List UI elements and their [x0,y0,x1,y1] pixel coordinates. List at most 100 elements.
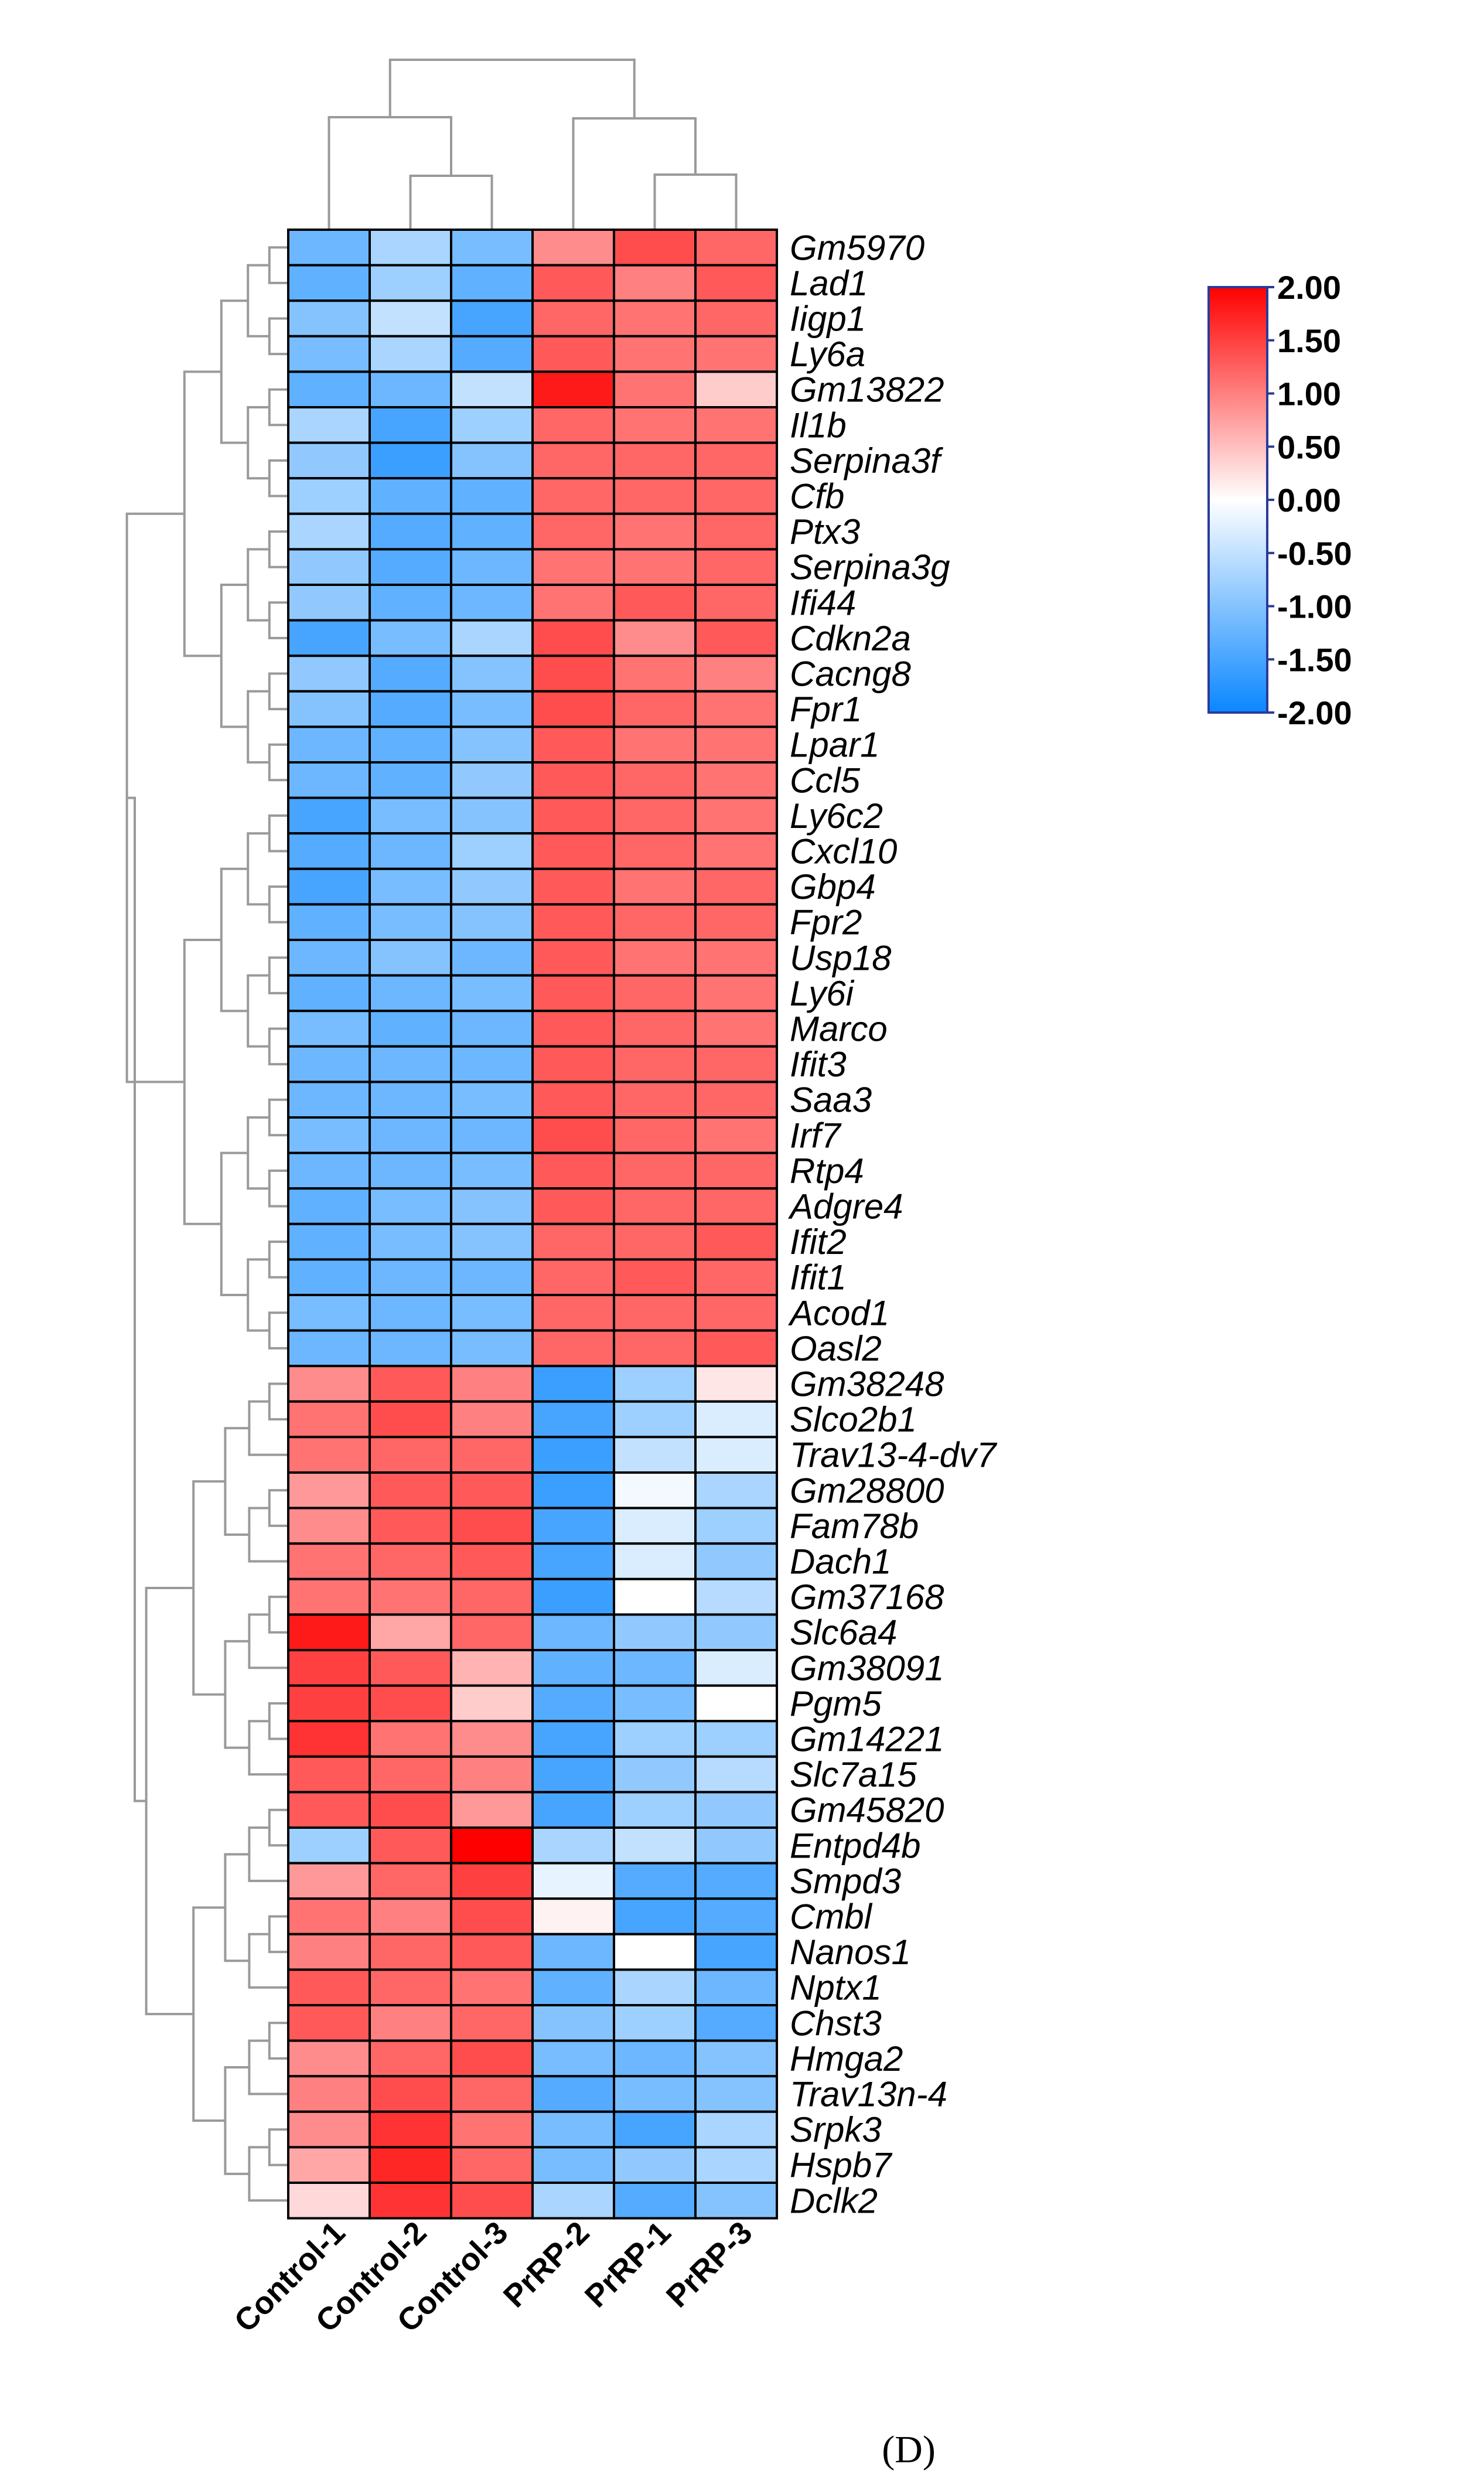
heatmap-cell [694,1187,778,1225]
heatmap-cell [287,1577,371,1616]
heatmap-cell [531,1933,615,1971]
heatmap-cell [613,1400,697,1439]
dendrogram-link [247,1258,269,1332]
dendrogram-link [268,530,288,568]
heatmap-cell [369,1258,452,1296]
heatmap-cell [694,1081,778,1119]
dendrogram-link [268,1915,288,1954]
heatmap-cell [287,974,371,1013]
heatmap-cell [369,1649,452,1687]
heatmap-cell [531,1897,615,1935]
heatmap-cell [694,1897,778,1935]
heatmap-cell [531,2039,615,2078]
heatmap-cell [694,690,778,728]
heatmap-cell [531,229,615,267]
dendrogram-link [224,2066,250,2175]
heatmap-cell [531,2182,615,2220]
heatmap-cell [369,655,452,693]
dendrogram-link [268,388,288,427]
heatmap-cell [287,619,371,657]
heatmap-cell [450,655,534,693]
heatmap-cell [369,548,452,587]
heatmap-cell [531,761,615,799]
heatmap-cell [287,548,371,587]
colorbar-tick-label: 1.50 [1277,322,1341,359]
dendrogram-link [268,1596,288,1634]
heatmap-cell [613,1010,697,1048]
heatmap-cell [694,370,778,409]
heatmap-cell [694,1151,778,1190]
dendrogram-link [268,601,288,639]
heatmap-cell [450,2075,534,2113]
gene-label: Serpina3g [790,548,950,587]
gene-label: Slco2b1 [790,1400,917,1439]
heatmap-cell [369,2110,452,2149]
heatmap-cell [613,1222,697,1261]
heatmap-cell [531,1329,615,1368]
gene-label: Gbp4 [790,867,876,906]
heatmap-cell [450,725,534,764]
heatmap-cell [287,1684,371,1723]
heatmap-cell [531,299,615,338]
heatmap-cell [369,2182,452,2220]
heatmap-cell [531,939,615,977]
heatmap-cell [287,1933,371,1971]
heatmap-cell [450,1720,534,1758]
heatmap-cell [369,370,452,409]
heatmap-cell [531,1613,615,1651]
heatmap-cell [369,1365,452,1403]
heatmap-cell [369,939,452,977]
heatmap-cell [531,1684,615,1723]
heatmap-cell [287,299,371,338]
dendrogram-link [268,1098,288,1137]
heatmap-cell [694,548,778,587]
heatmap-cell [613,441,697,480]
heatmap-cell [531,655,615,693]
heatmap-cell [450,1116,534,1154]
dendrogram-link [388,59,636,118]
heatmap-cell [450,1649,534,1687]
heatmap-cell [531,832,615,870]
heatmap-cell [369,1826,452,1865]
heatmap-cell [694,299,778,338]
heatmap-cell [450,939,534,977]
dendrogram-link [247,548,269,622]
heatmap-cell [613,1329,697,1368]
heatmap-cell [694,1329,778,1368]
gene-label: Serpina3f [790,441,943,480]
dendrogram-link [653,173,738,230]
dendrogram-link [268,956,288,994]
heatmap-cell [613,1968,697,2006]
heatmap-cell [613,1933,697,1971]
heatmap-cell [450,974,534,1013]
heatmap-cell [613,1649,697,1687]
heatmap-cell [287,1151,371,1190]
heatmap-cell [531,1116,615,1154]
heatmap-cell [369,2039,452,2078]
heatmap-cell [369,1613,452,1651]
heatmap-cell [287,1720,371,1758]
heatmap-cell [450,1151,534,1190]
heatmap-cell [450,1258,534,1296]
dendrogram-link [247,832,269,906]
heatmap-cell [369,903,452,942]
gene-label: Irf7 [790,1116,842,1155]
heatmap-cell [450,2004,534,2042]
heatmap-cell [613,867,697,906]
dendrogram-link [192,1906,226,2122]
heatmap-cell [450,335,534,373]
heatmap-cell [531,512,615,551]
dendrogram-link [268,1027,288,1066]
heatmap-cell [531,1187,615,1225]
heatmap-cell [694,2075,778,2113]
heatmap-cell [694,832,778,870]
gene-label: Smpd3 [790,1862,901,1901]
gene-label: Rtp4 [790,1151,864,1191]
dendrogram-link [268,1808,288,1847]
heatmap-cell [450,1897,534,1935]
heatmap-cell [450,477,534,515]
heatmap-cell [694,867,778,906]
heatmap-cell [369,1684,452,1723]
heatmap-cell [613,512,697,551]
gene-label: Acod1 [788,1293,889,1332]
